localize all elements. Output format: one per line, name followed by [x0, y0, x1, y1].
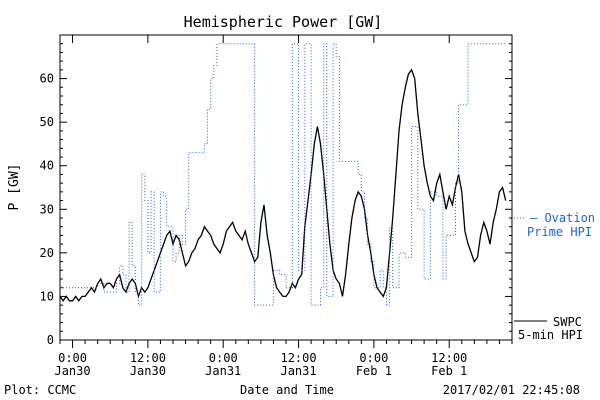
x-tick-date-label: Jan30: [130, 364, 166, 378]
plot-credit: Plot: CCMC: [4, 383, 76, 397]
plot-frame: [59, 34, 513, 341]
swpc-legend-label-line2: 5-min HPI: [518, 328, 583, 342]
ovation-legend-label-line2: Prime HPI: [527, 225, 592, 239]
x-tick-date-label: Feb 1: [431, 364, 467, 378]
x-tick-time-label: 12:00: [130, 351, 166, 365]
y-tick-label: 10: [40, 289, 54, 303]
y-tick-label: 20: [40, 246, 54, 260]
y-tick-label: 30: [40, 202, 54, 216]
y-axis-label: P [GW]: [7, 164, 22, 211]
x-axis-label: Date and Time: [240, 383, 334, 397]
x-tick-date-label: Jan30: [54, 364, 90, 378]
x-tick-date-label: Jan31: [205, 364, 241, 378]
chart-title: Hemispheric Power [GW]: [184, 13, 383, 31]
timestamp: 2017/02/01 22:45:08: [443, 383, 580, 397]
x-tick-date-label: Jan31: [280, 364, 316, 378]
x-tick-date-label: Feb 1: [356, 364, 392, 378]
ovation-legend-label-line1: – Ovation: [530, 211, 595, 225]
x-tick-time-label: 12:00: [280, 351, 316, 365]
swpc-series-line: [59, 68, 507, 302]
y-tick-label: 0: [47, 333, 54, 347]
y-tick-label: 60: [40, 72, 54, 86]
plot-area: 01020304050600:00Jan3012:00Jan300:00Jan3…: [40, 34, 595, 378]
y-tick-label: 40: [40, 159, 54, 173]
x-tick-time-label: 0:00: [209, 351, 238, 365]
y-tick-label: 50: [40, 115, 54, 129]
x-tick-time-label: 0:00: [359, 351, 388, 365]
x-tick-time-label: 0:00: [58, 351, 87, 365]
swpc-legend-label-line1: SWPC: [553, 315, 582, 329]
x-tick-time-label: 12:00: [431, 351, 467, 365]
ovation-prime-series-line: [60, 43, 506, 306]
